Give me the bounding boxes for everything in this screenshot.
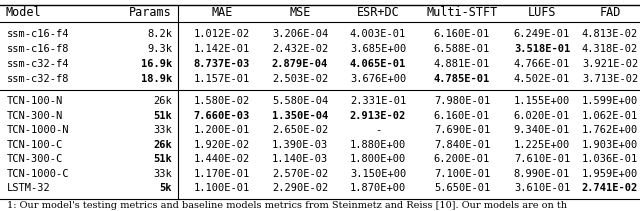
Text: 4.003E-01: 4.003E-01: [350, 29, 406, 39]
Text: 1.880E+00: 1.880E+00: [350, 140, 406, 150]
Text: 6.160E-01: 6.160E-01: [434, 111, 490, 121]
Text: 3.610E-01: 3.610E-01: [514, 183, 570, 193]
Text: 1.157E-01: 1.157E-01: [194, 74, 250, 84]
Text: 1.350E-04: 1.350E-04: [272, 111, 328, 121]
Text: MSE: MSE: [289, 7, 310, 19]
Text: 2.290E-02: 2.290E-02: [272, 183, 328, 193]
Text: 2.570E-02: 2.570E-02: [272, 169, 328, 179]
Text: 3.713E-02: 3.713E-02: [582, 74, 638, 84]
Text: 1.142E-01: 1.142E-01: [194, 44, 250, 54]
Text: 4.318E-02: 4.318E-02: [582, 44, 638, 54]
Text: ssm-c16-f4: ssm-c16-f4: [7, 29, 70, 39]
Text: 1.903E+00: 1.903E+00: [582, 140, 638, 150]
Text: 33k: 33k: [153, 169, 172, 179]
Text: 8.2k: 8.2k: [147, 29, 172, 39]
Text: 3.676E+00: 3.676E+00: [350, 74, 406, 84]
Text: 1.440E-02: 1.440E-02: [194, 154, 250, 164]
Text: MAE: MAE: [211, 7, 233, 19]
Text: 7.980E-01: 7.980E-01: [434, 96, 490, 106]
Text: 1.012E-02: 1.012E-02: [194, 29, 250, 39]
Text: 18.9k: 18.9k: [141, 74, 172, 84]
Text: 3.206E-04: 3.206E-04: [272, 29, 328, 39]
Text: TCN-100-N: TCN-100-N: [7, 96, 63, 106]
Text: 6.200E-01: 6.200E-01: [434, 154, 490, 164]
Text: 6.588E-01: 6.588E-01: [434, 44, 490, 54]
Text: FAD: FAD: [599, 7, 621, 19]
Text: 4.502E-01: 4.502E-01: [514, 74, 570, 84]
Text: 1: Our model's testing metrics and baseline models metrics from Steinmetz and Re: 1: Our model's testing metrics and basel…: [7, 200, 567, 210]
Text: 6.020E-01: 6.020E-01: [514, 111, 570, 121]
Text: 51k: 51k: [153, 111, 172, 121]
Text: 1.762E+00: 1.762E+00: [582, 125, 638, 135]
Text: TCN-300-N: TCN-300-N: [7, 111, 63, 121]
Text: 33k: 33k: [153, 125, 172, 135]
Text: 1.599E+00: 1.599E+00: [582, 96, 638, 106]
Text: 2.650E-02: 2.650E-02: [272, 125, 328, 135]
Text: 1.225E+00: 1.225E+00: [514, 140, 570, 150]
Text: 7.660E-03: 7.660E-03: [194, 111, 250, 121]
Text: 9.3k: 9.3k: [147, 44, 172, 54]
Text: 2.331E-01: 2.331E-01: [350, 96, 406, 106]
Text: TCN-1000-C: TCN-1000-C: [7, 169, 70, 179]
Text: 4.766E-01: 4.766E-01: [514, 59, 570, 69]
Text: 8.737E-03: 8.737E-03: [194, 59, 250, 69]
Text: 51k: 51k: [153, 154, 172, 164]
Text: 7.690E-01: 7.690E-01: [434, 125, 490, 135]
Text: 3.685E+00: 3.685E+00: [350, 44, 406, 54]
Text: 1.959E+00: 1.959E+00: [582, 169, 638, 179]
Text: 1.036E-01: 1.036E-01: [582, 154, 638, 164]
Text: 6.249E-01: 6.249E-01: [514, 29, 570, 39]
Text: 5.650E-01: 5.650E-01: [434, 183, 490, 193]
Text: 7.840E-01: 7.840E-01: [434, 140, 490, 150]
Text: ssm-c16-f8: ssm-c16-f8: [7, 44, 70, 54]
Text: 1.170E-01: 1.170E-01: [194, 169, 250, 179]
Text: 4.881E-01: 4.881E-01: [434, 59, 490, 69]
Text: -: -: [375, 125, 381, 135]
Text: 7.100E-01: 7.100E-01: [434, 169, 490, 179]
Text: 2.879E-04: 2.879E-04: [272, 59, 328, 69]
Text: 2.741E-02: 2.741E-02: [582, 183, 638, 193]
Text: 26k: 26k: [153, 96, 172, 106]
Text: 1.200E-01: 1.200E-01: [194, 125, 250, 135]
Text: Model: Model: [5, 7, 40, 19]
Text: 5k: 5k: [159, 183, 172, 193]
Text: 7.610E-01: 7.610E-01: [514, 154, 570, 164]
Text: ssm-c32-f8: ssm-c32-f8: [7, 74, 70, 84]
Text: 9.340E-01: 9.340E-01: [514, 125, 570, 135]
Text: 1.580E-02: 1.580E-02: [194, 96, 250, 106]
Text: 1.140E-03: 1.140E-03: [272, 154, 328, 164]
Text: LUFS: LUFS: [528, 7, 556, 19]
Text: 6.160E-01: 6.160E-01: [434, 29, 490, 39]
Text: 16.9k: 16.9k: [141, 59, 172, 69]
Text: 4.813E-02: 4.813E-02: [582, 29, 638, 39]
Text: 3.150E+00: 3.150E+00: [350, 169, 406, 179]
Text: TCN-300-C: TCN-300-C: [7, 154, 63, 164]
Text: 1.920E-02: 1.920E-02: [194, 140, 250, 150]
Text: 1.390E-03: 1.390E-03: [272, 140, 328, 150]
Text: 1.155E+00: 1.155E+00: [514, 96, 570, 106]
Text: LSTM-32: LSTM-32: [7, 183, 51, 193]
Text: Params: Params: [129, 7, 172, 19]
Text: 4.785E-01: 4.785E-01: [434, 74, 490, 84]
Text: 3.518E-01: 3.518E-01: [514, 44, 570, 54]
Text: 1.100E-01: 1.100E-01: [194, 183, 250, 193]
Text: 1.062E-01: 1.062E-01: [582, 111, 638, 121]
Text: 2.913E-02: 2.913E-02: [350, 111, 406, 121]
Text: TCN-100-C: TCN-100-C: [7, 140, 63, 150]
Text: Multi-STFT: Multi-STFT: [426, 7, 498, 19]
Text: TCN-1000-N: TCN-1000-N: [7, 125, 70, 135]
Text: 2.503E-02: 2.503E-02: [272, 74, 328, 84]
Text: 2.432E-02: 2.432E-02: [272, 44, 328, 54]
Text: 26k: 26k: [153, 140, 172, 150]
Text: 1.870E+00: 1.870E+00: [350, 183, 406, 193]
Text: 8.990E-01: 8.990E-01: [514, 169, 570, 179]
Text: ssm-c32-f4: ssm-c32-f4: [7, 59, 70, 69]
Text: 1.800E+00: 1.800E+00: [350, 154, 406, 164]
Text: ESR+DC: ESR+DC: [356, 7, 399, 19]
Text: 4.065E-01: 4.065E-01: [350, 59, 406, 69]
Text: 5.580E-04: 5.580E-04: [272, 96, 328, 106]
Text: 3.921E-02: 3.921E-02: [582, 59, 638, 69]
